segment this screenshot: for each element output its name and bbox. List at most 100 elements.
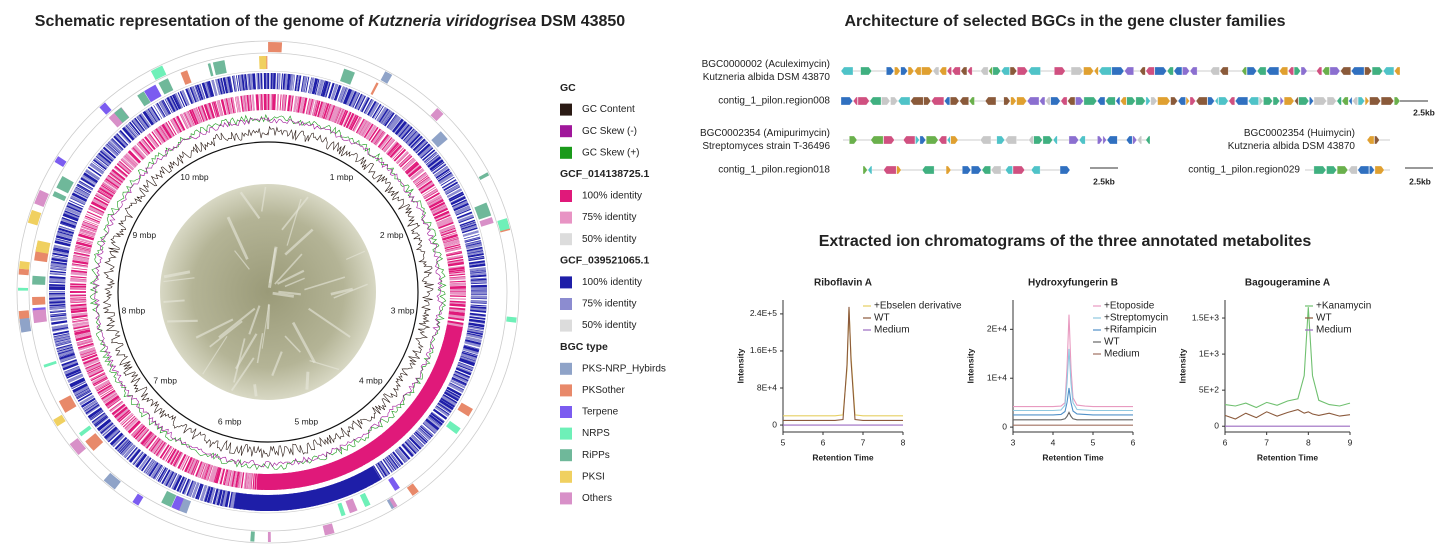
mbp-label: 5 mbp — [295, 417, 319, 427]
scale-label: 2.5kb — [1413, 107, 1435, 117]
gene-arrow — [1137, 135, 1142, 145]
gene-arrow — [950, 96, 960, 106]
bgc-block — [171, 495, 184, 511]
gene-arrow — [853, 96, 858, 106]
title-part: Schematic representation of the genome o… — [35, 13, 368, 30]
gene-arrow — [980, 135, 992, 145]
legend-label: GC Skew (+) — [582, 147, 640, 158]
bgc-block — [53, 414, 66, 427]
gene-arrow — [1105, 96, 1116, 106]
bgc-block — [359, 492, 371, 508]
plate-streak — [271, 351, 283, 377]
legend-label: PKS-NRP_Hybirds — [582, 363, 666, 374]
gene-arrow — [951, 66, 961, 76]
gene-arrow — [894, 66, 901, 76]
gene-arrow — [1279, 66, 1288, 76]
bgc-block — [389, 497, 398, 508]
legend-swatch — [560, 190, 572, 202]
legend-swatch — [560, 449, 572, 462]
legend-header: GC — [560, 82, 576, 94]
gene-arrow — [1004, 135, 1017, 145]
gene-arrow — [1120, 96, 1127, 106]
gene-arrow — [1374, 135, 1380, 145]
gene-arrow — [1300, 66, 1308, 76]
gene-arrow — [1060, 96, 1068, 106]
gene-arrow — [1364, 66, 1372, 76]
bgc-block — [370, 82, 379, 96]
gene-arrow — [926, 135, 939, 145]
gene-arrow — [967, 66, 973, 76]
ring-outline — [28, 52, 508, 532]
gene-arrow — [1341, 96, 1349, 106]
x-axis-label: Retention Time — [1257, 452, 1319, 462]
gene-arrow — [1042, 135, 1053, 145]
legend-label: Others — [582, 493, 612, 504]
x-axis-label: Retention Time — [1042, 452, 1104, 462]
gene-arrow — [984, 96, 997, 106]
legend-label: 100% identity — [582, 191, 642, 202]
gene-arrow — [1003, 96, 1011, 106]
bgc-label: Streptomyces strain T-36496 — [702, 141, 830, 152]
gene-arrow — [1145, 66, 1155, 76]
legend-label: GC Skew (-) — [582, 126, 637, 137]
mbp-label: 1 mbp — [330, 172, 354, 182]
gene-arrow — [1241, 66, 1247, 76]
plate-streak — [274, 253, 303, 285]
gene-arrow — [1126, 135, 1133, 145]
trace — [1224, 409, 1351, 420]
gene-arrow — [1357, 165, 1370, 175]
gene-arrow — [921, 165, 935, 175]
trace — [1013, 411, 1133, 421]
plate-streak — [308, 307, 351, 338]
gene-arrow — [921, 66, 933, 76]
legend-swatch — [560, 427, 572, 440]
gene-arrow — [988, 66, 993, 76]
legend-swatch — [560, 362, 572, 375]
gene-arrow — [1209, 66, 1220, 76]
legend-label: +Streptomycin — [1104, 313, 1168, 324]
plate-streak — [261, 186, 267, 212]
legend-swatch — [560, 384, 572, 397]
bgc-block — [345, 498, 358, 514]
gene-arrow — [1256, 66, 1267, 76]
gene-arrow — [1052, 135, 1058, 145]
legend-swatch — [560, 233, 572, 246]
bgc-block — [446, 420, 461, 435]
y-tick-label: 8E+4 — [757, 382, 777, 392]
legend-swatch — [560, 298, 572, 310]
bgc-block — [54, 156, 67, 168]
gene-arrow — [1309, 96, 1314, 106]
gene-arrow — [1150, 96, 1158, 106]
gene-arrow — [1135, 96, 1146, 106]
chart-title: Bagougeramine A — [1245, 278, 1330, 289]
wiggle — [89, 114, 447, 471]
gene-arrow — [1364, 96, 1370, 106]
mbp-label: 8 mbp — [122, 306, 146, 316]
gene-arrow — [907, 66, 915, 76]
gene-arrow — [1177, 96, 1186, 106]
gene-arrow — [1366, 135, 1375, 145]
gene-arrow — [1336, 96, 1342, 106]
gene-arrow — [862, 165, 868, 175]
y-tick-label: 5E+2 — [1199, 384, 1219, 394]
legend-label: 75% identity — [582, 212, 636, 223]
gene-arrow — [919, 135, 926, 145]
bgc-block — [158, 78, 174, 95]
gene-arrow — [1017, 66, 1028, 76]
bgc-label: contig_1_pilon.region018 — [718, 165, 830, 176]
bgc-block — [506, 316, 517, 323]
gene-arrow — [971, 165, 982, 175]
y-tick-label: 2E+4 — [987, 324, 1007, 334]
gene-arrow — [1371, 66, 1383, 76]
gene-arrow — [1068, 135, 1079, 145]
bgc-block — [34, 189, 49, 207]
gene-arrow — [1026, 96, 1040, 106]
gene-arrow — [1313, 96, 1327, 106]
bgc-block — [137, 91, 151, 107]
plate-streak — [286, 198, 302, 246]
plate-photo — [160, 184, 376, 400]
gene-arrow — [939, 66, 947, 76]
y-tick-label: 1E+4 — [987, 372, 1007, 382]
plate-streak — [272, 291, 295, 298]
